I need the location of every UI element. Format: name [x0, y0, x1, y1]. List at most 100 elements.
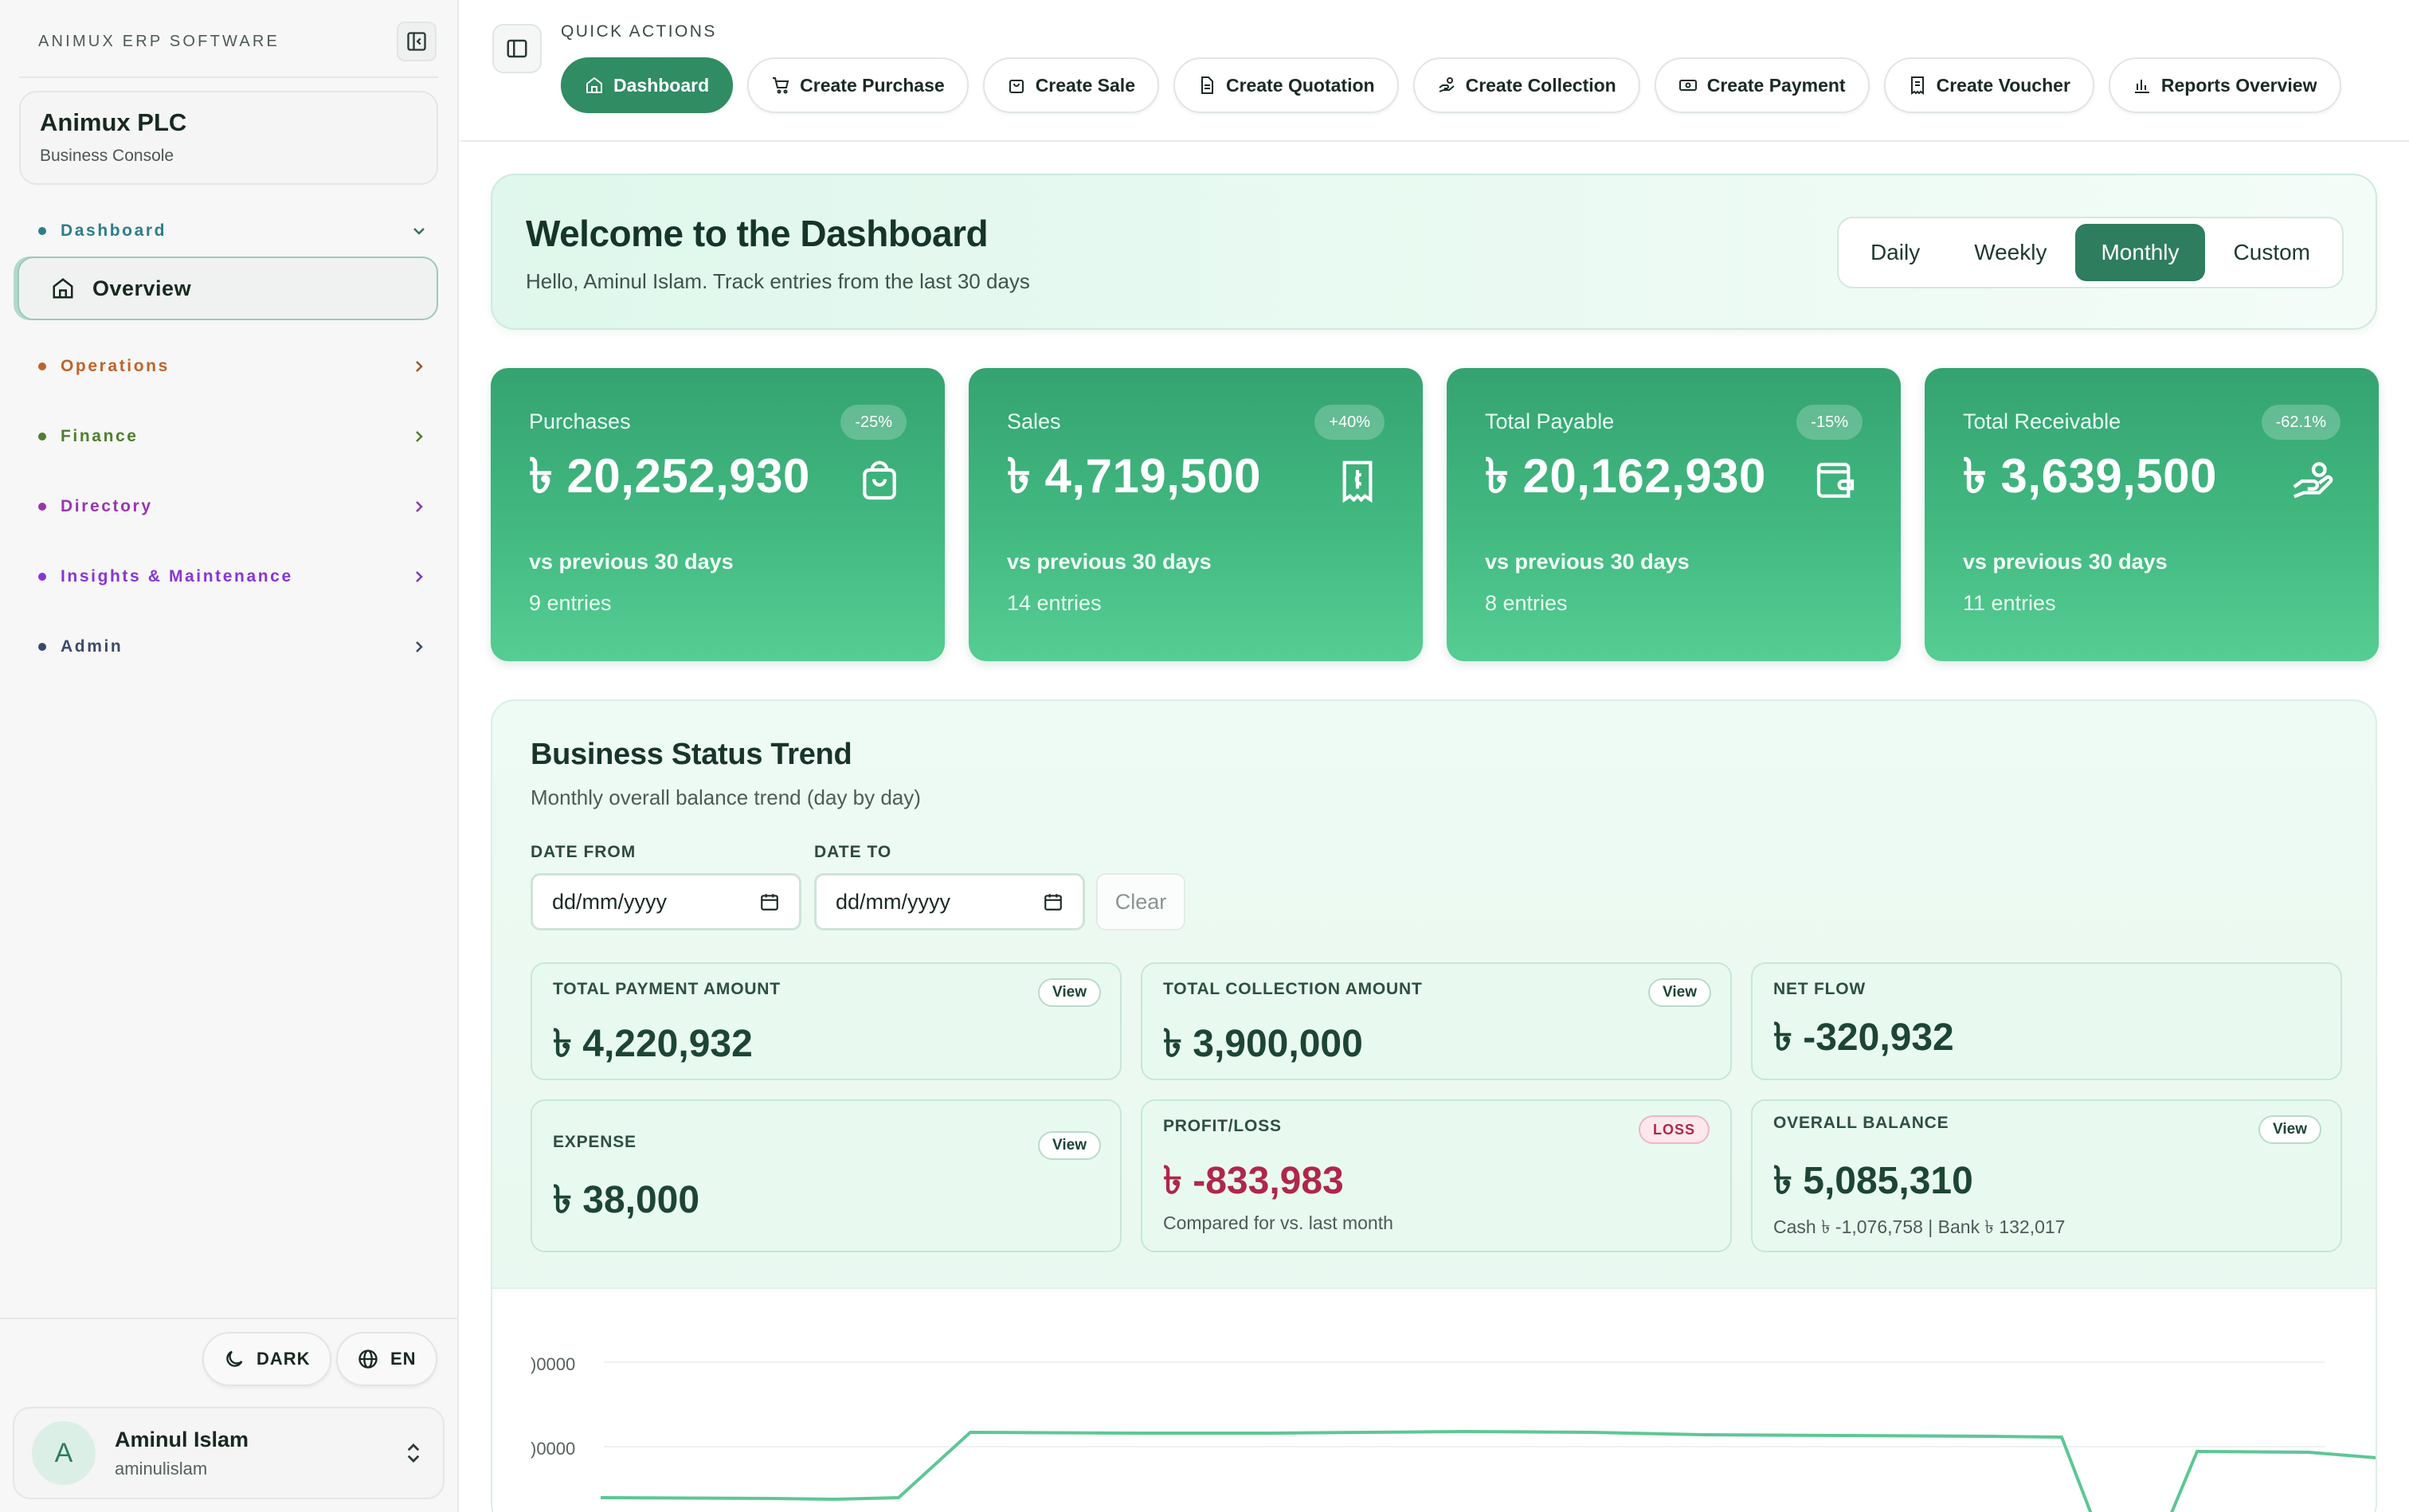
- qa-label: Reports Overview: [2160, 74, 2317, 96]
- stat-compare: vs previous 30 days: [529, 550, 734, 574]
- nav-section-admin[interactable]: Admin: [38, 631, 429, 663]
- divider: [19, 76, 438, 78]
- cart-icon: [773, 77, 789, 94]
- stat-card-purchases[interactable]: Purchases -25% ৳ 20,252,930 vs previous …: [491, 368, 945, 661]
- avatar: A: [32, 1421, 96, 1485]
- view-button[interactable]: View: [1648, 978, 1711, 1007]
- brand-row: ANIMUX ERP SOFTWARE: [38, 22, 437, 61]
- qa-create-voucher-button[interactable]: Create Voucher: [1883, 57, 2094, 113]
- nav-section-insights[interactable]: Insights & Maintenance: [38, 561, 429, 593]
- user-name: Aminul Islam: [115, 1427, 249, 1451]
- loss-badge: LOSS: [1638, 1115, 1710, 1144]
- collapse-sidebar-button[interactable]: [397, 22, 437, 61]
- quick-actions-label: QUICK ACTIONS: [561, 22, 717, 41]
- stat-card-total-payable[interactable]: Total Payable -15% ৳ 20,162,930 vs previ…: [1447, 368, 1901, 661]
- balance-trend-chart: )0000 )0000: [492, 1287, 2376, 1512]
- chevron-right-icon: [416, 571, 423, 582]
- company-subtitle: Business Console: [40, 147, 174, 165]
- section-dot: [38, 433, 46, 441]
- metric-label: PROFIT/LOSS: [1163, 1117, 1282, 1135]
- user-menu[interactable]: A Aminul Islam aminulislam: [13, 1407, 445, 1499]
- qa-dashboard-button[interactable]: Dashboard: [561, 57, 734, 113]
- nav-section-directory[interactable]: Directory: [38, 491, 429, 523]
- bag-icon: [1009, 80, 1024, 93]
- quick-actions-row: Dashboard Create Purchase Create Sale Cr…: [561, 57, 2341, 113]
- metric-value: ৳ -320,932: [1773, 1016, 1954, 1059]
- qa-label: Create Collection: [1465, 74, 1616, 96]
- metric-label: NET FLOW: [1773, 980, 1866, 998]
- metric-value: ৳ 4,220,932: [553, 1023, 753, 1065]
- toggle-panel-button[interactable]: [492, 24, 542, 73]
- view-button[interactable]: View: [2258, 1115, 2321, 1144]
- section-dot: [38, 503, 46, 511]
- section-dot: [38, 643, 46, 651]
- user-handle: aminulislam: [115, 1458, 208, 1479]
- view-button[interactable]: View: [1038, 1131, 1101, 1160]
- metric-total-collection: TOTAL COLLECTION AMOUNT View ৳ 3,900,000: [1141, 962, 1732, 1080]
- sidebar-item-label: Overview: [92, 276, 192, 300]
- theme-label: DARK: [257, 1349, 311, 1369]
- trend-line: [600, 1429, 2376, 1512]
- stat-card-total-receivable[interactable]: Total Receivable -62.1% ৳ 3,639,500 vs p…: [1925, 368, 2379, 661]
- metric-label: EXPENSE: [553, 1133, 637, 1151]
- nav-section-dashboard[interactable]: Dashboard: [38, 215, 429, 247]
- nav-section-label: Directory: [61, 497, 153, 515]
- hand-coins-icon: [2288, 456, 2339, 507]
- stat-value: ৳ 4,719,500: [1007, 449, 1261, 503]
- range-daily-button[interactable]: Daily: [1870, 240, 1921, 264]
- theme-toggle-button[interactable]: DARK: [202, 1332, 331, 1386]
- stat-compare: vs previous 30 days: [1485, 550, 1690, 574]
- stat-value: ৳ 20,162,930: [1485, 449, 1766, 503]
- company-name: Animux PLC: [40, 108, 187, 136]
- metric-value: ৳ -833,983: [1163, 1160, 1344, 1202]
- sidebar-item-overview[interactable]: Overview: [18, 257, 438, 320]
- y-tick-label: )0000: [531, 1354, 576, 1374]
- metric-overall-balance: OVERALL BALANCE View ৳ 5,085,310 Cash ৳ …: [1751, 1099, 2342, 1252]
- quick-actions-bar: QUICK ACTIONS Dashboard Create Purchase …: [460, 0, 2409, 142]
- qa-label: Create Purchase: [800, 74, 945, 96]
- metric-note: Compared for vs. last month: [1163, 1212, 1393, 1233]
- nav-section-label: Admin: [61, 637, 123, 656]
- language-label: EN: [390, 1349, 417, 1369]
- nav-section-label: Finance: [61, 427, 139, 445]
- stat-change-badge: +40%: [1314, 405, 1385, 440]
- qa-label: Dashboard: [613, 74, 710, 96]
- date-to-label: DATE TO: [814, 843, 892, 861]
- range-weekly-button[interactable]: Weekly: [1974, 240, 2047, 264]
- receipt-icon: [1910, 76, 1924, 95]
- qa-create-collection-button[interactable]: Create Collection: [1412, 57, 1640, 113]
- trend-line-svg: [600, 1361, 2376, 1512]
- qa-create-sale-button[interactable]: Create Sale: [982, 57, 1159, 113]
- section-title: Business Status Trend: [531, 738, 852, 771]
- metric-label: TOTAL COLLECTION AMOUNT: [1163, 980, 1423, 998]
- clear-dates-button[interactable]: Clear: [1096, 873, 1185, 930]
- stat-card-sales[interactable]: Sales +40% ৳ 4,719,500 vs previous 30 da…: [969, 368, 1423, 661]
- stat-compare: vs previous 30 days: [1007, 550, 1212, 574]
- stat-compare: vs previous 30 days: [1963, 550, 2168, 574]
- range-custom-button[interactable]: Custom: [2233, 240, 2310, 264]
- sidebar: ANIMUX ERP SOFTWARE Animux PLC Business …: [0, 0, 459, 1512]
- date-to-input[interactable]: dd/mm/yyyy: [814, 873, 1085, 930]
- qa-label: Create Sale: [1035, 74, 1135, 96]
- qa-reports-overview-button[interactable]: Reports Overview: [2108, 57, 2341, 113]
- view-button[interactable]: View: [1038, 978, 1101, 1007]
- qa-label: Create Voucher: [1936, 74, 2070, 96]
- qa-label: Create Payment: [1706, 74, 1846, 96]
- range-monthly-button[interactable]: Monthly: [2075, 224, 2205, 281]
- chevron-right-icon: [416, 431, 423, 442]
- document-icon: [1201, 76, 1213, 94]
- stat-entries: 8 entries: [1485, 591, 1568, 615]
- company-card[interactable]: Animux PLC Business Console: [19, 91, 438, 185]
- metric-value: ৳ 3,900,000: [1163, 1023, 1363, 1065]
- date-from-input[interactable]: dd/mm/yyyy: [531, 873, 801, 930]
- language-button[interactable]: EN: [336, 1332, 437, 1386]
- stat-change-badge: -15%: [1796, 405, 1863, 440]
- qa-create-purchase-button[interactable]: Create Purchase: [747, 57, 969, 113]
- qa-create-quotation-button[interactable]: Create Quotation: [1173, 57, 1399, 113]
- y-tick-label: )0000: [531, 1439, 576, 1459]
- nav-section-finance[interactable]: Finance: [38, 421, 429, 452]
- welcome-subtitle: Hello, Aminul Islam. Track entries from …: [526, 269, 1030, 293]
- nav-section-operations[interactable]: Operations: [38, 351, 429, 382]
- sidebar-collapse-icon: [407, 32, 426, 51]
- qa-create-payment-button[interactable]: Create Payment: [1654, 57, 1870, 113]
